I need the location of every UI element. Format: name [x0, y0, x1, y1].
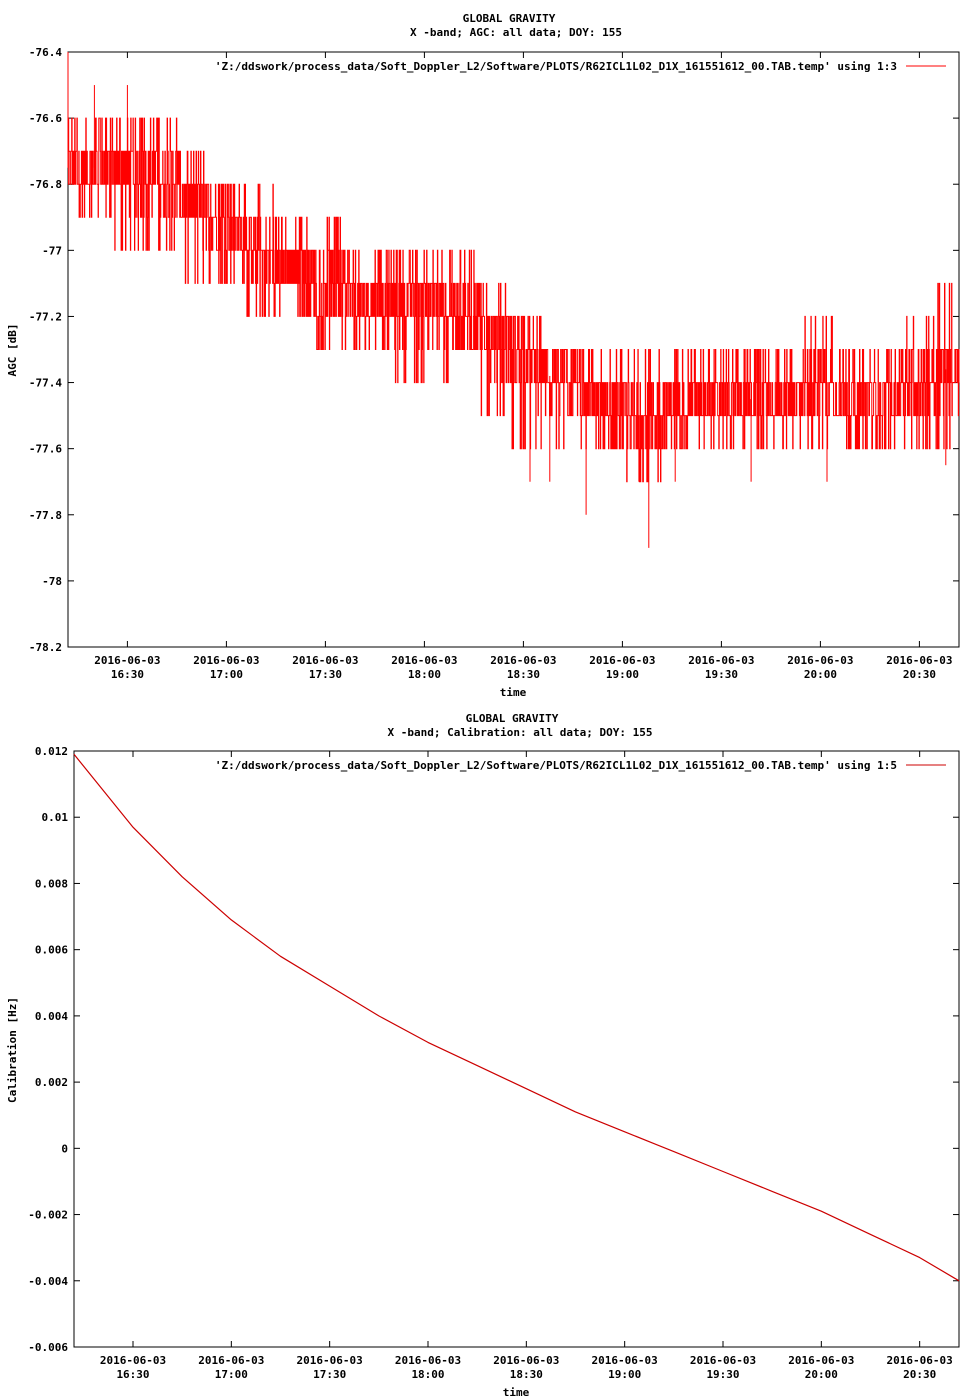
chart1-x-tick-date: 2016-06-03 [391, 654, 457, 667]
chart2-plot-frame [73, 750, 960, 1348]
chart2-legend-label: 'Z:/ddswork/process_data/Soft_Doppler_L2… [215, 759, 897, 772]
chart2-x-tick-time: 17:30 [313, 1368, 346, 1381]
chart2-y-tick-label: 0.002 [35, 1076, 68, 1089]
chart1-xlabel: time [500, 686, 527, 699]
chart1-y-tick-label: -78 [42, 575, 62, 588]
chart1-x-tick-time: 16:30 [111, 668, 144, 681]
chart2-x-tick-time: 19:30 [706, 1368, 739, 1381]
chart2-x-tick-time: 20:00 [805, 1368, 838, 1381]
chart2-y-tick-label: 0.006 [35, 944, 68, 957]
chart2-x-tick-date: 2016-06-03 [395, 1354, 461, 1367]
chart1-y-tick-label: -77.2 [29, 310, 62, 323]
chart1-x-tick-date: 2016-06-03 [787, 654, 853, 667]
chart2-y-tick-label: -0.006 [28, 1341, 68, 1354]
chart1-y-tick-label: -76.6 [29, 112, 62, 125]
chart2-x-tick-time: 18:00 [411, 1368, 444, 1381]
chart2-xlabel: time [503, 1386, 530, 1399]
chart2-x-tick-date: 2016-06-03 [690, 1354, 756, 1367]
chart2-ylabel: Calibration [Hz] [6, 997, 19, 1103]
calibration-chart: GLOBAL GRAVITY X -band; Calibration: all… [6, 712, 960, 1399]
chart2-x-tick-time: 19:00 [608, 1368, 641, 1381]
chart1-x-tick-time: 18:00 [408, 668, 441, 681]
chart1-x-tick-time: 18:30 [507, 668, 540, 681]
chart1-x-tick-date: 2016-06-03 [292, 654, 358, 667]
chart1-ylabel: AGC [dB] [6, 324, 19, 377]
chart2-y-tick-label: 0.008 [35, 877, 68, 890]
chart1-x-tick-time: 19:30 [705, 668, 738, 681]
chart2-y-tick-label: -0.004 [28, 1275, 68, 1288]
chart1-subtitle: X -band; AGC: all data; DOY: 155 [410, 26, 622, 39]
chart2-x-tick-date: 2016-06-03 [100, 1354, 166, 1367]
chart2-y-tick-label: 0.012 [35, 745, 68, 758]
chart1-x-tick-date: 2016-06-03 [94, 654, 160, 667]
chart2-y-tick-label: 0 [61, 1142, 68, 1155]
chart2-x-tick-date: 2016-06-03 [788, 1354, 854, 1367]
chart1-x-tick-time: 17:30 [309, 668, 342, 681]
chart1-y-tick-label: -76.8 [29, 178, 62, 191]
chart2-x-tick-date: 2016-06-03 [198, 1354, 264, 1367]
chart2-y-tick-label: 0.01 [42, 811, 69, 824]
chart2-x-tick-time: 20:30 [903, 1368, 936, 1381]
chart1-x-tick-time: 20:30 [903, 668, 936, 681]
chart1-y-tick-label: -78.2 [29, 641, 62, 654]
agc-chart: GLOBAL GRAVITY X -band; AGC: all data; D… [6, 12, 960, 699]
chart1-title: GLOBAL GRAVITY [463, 12, 556, 25]
chart2-x-tick-date: 2016-06-03 [592, 1354, 658, 1367]
chart2-x-tick-time: 18:30 [510, 1368, 543, 1381]
chart1-x-tick-date: 2016-06-03 [490, 654, 556, 667]
chart1-y-tick-label: -77.6 [29, 443, 62, 456]
chart2-title: GLOBAL GRAVITY [466, 712, 559, 725]
chart2-x-tick-date: 2016-06-03 [297, 1354, 363, 1367]
chart1-x-tick-date: 2016-06-03 [589, 654, 655, 667]
chart2-x-tick-date: 2016-06-03 [493, 1354, 559, 1367]
chart1-y-tick-label: -77.4 [29, 377, 62, 390]
chart1-legend-label: 'Z:/ddswork/process_data/Soft_Doppler_L2… [215, 60, 897, 73]
chart1-x-tick-time: 17:00 [210, 668, 243, 681]
chart2-x-tick-date: 2016-06-03 [887, 1354, 953, 1367]
chart2-x-tick-time: 16:30 [116, 1368, 149, 1381]
chart1-x-tick-date: 2016-06-03 [886, 654, 952, 667]
chart1-y-tick-label: -77 [42, 244, 62, 257]
chart2-x-tick-time: 17:00 [215, 1368, 248, 1381]
chart1-x-tick-time: 20:00 [804, 668, 837, 681]
chart2-subtitle: X -band; Calibration: all data; DOY: 155 [388, 726, 653, 739]
chart2-y-tick-label: -0.002 [28, 1209, 68, 1222]
agc-series-line [67, 117, 960, 483]
chart2-y-tick-label: 0.004 [35, 1010, 68, 1023]
chart1-x-tick-date: 2016-06-03 [193, 654, 259, 667]
chart1-y-tick-label: -77.8 [29, 509, 62, 522]
chart1-y-tick-label: -76.4 [29, 46, 62, 59]
calibration-series-line [73, 753, 960, 1282]
chart1-x-tick-time: 19:00 [606, 668, 639, 681]
chart1-x-tick-date: 2016-06-03 [688, 654, 754, 667]
